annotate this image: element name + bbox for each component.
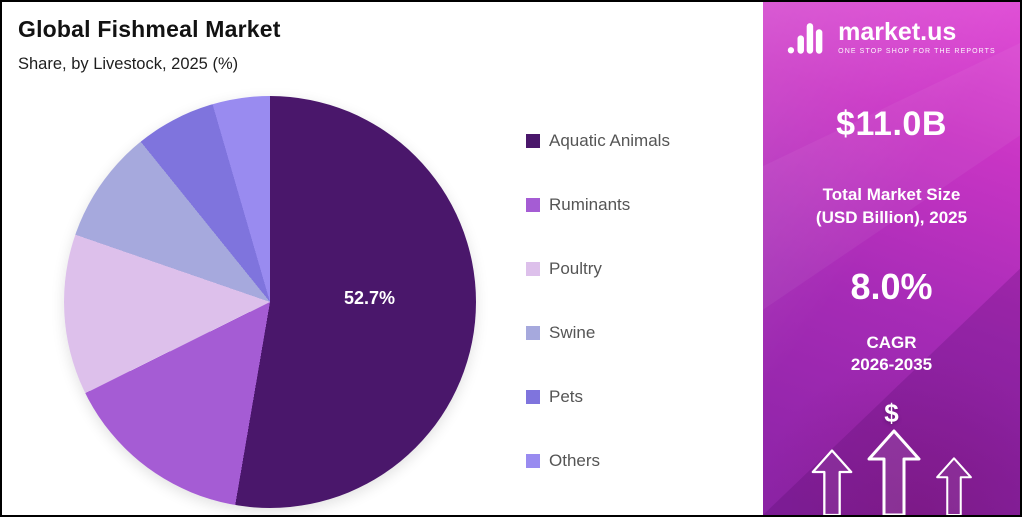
- legend-label: Swine: [549, 323, 596, 342]
- pie-chart: [64, 96, 476, 508]
- legend-label: Poultry: [549, 259, 602, 278]
- legend-item: Aquatic Animals: [526, 131, 670, 151]
- legend-item: Poultry: [526, 259, 670, 279]
- brand-logo: market.us ONE STOP SHOP FOR THE REPORTS: [787, 20, 996, 55]
- cagr-label-line1: CAGR: [866, 332, 917, 352]
- up-arrow-icon: [867, 429, 921, 515]
- pie-slice-label: 52.7%: [344, 288, 396, 308]
- legend-label: Aquatic Animals: [549, 131, 670, 150]
- legend-label: Ruminants: [549, 195, 631, 214]
- market-size-label: Total Market Size (USD Billion), 2025: [816, 184, 967, 230]
- legend-item: Swine: [526, 323, 670, 343]
- marketus-logo-icon: [787, 21, 829, 55]
- legend-item: Pets: [526, 387, 670, 407]
- legend-item: Ruminants: [526, 195, 670, 215]
- legend: Aquatic Animals Ruminants Poultry Swine Pets…: [526, 131, 670, 471]
- legend-swatch: [526, 134, 540, 148]
- chart-subtitle: Share, by Livestock, 2025 (%): [18, 55, 239, 73]
- dollar-symbol: $: [884, 398, 899, 429]
- legend-swatch: [526, 326, 540, 340]
- market-size-label-line2: (USD Billion), 2025: [815, 207, 968, 227]
- legend-swatch: [526, 454, 540, 468]
- chart-area: Global Fishmeal Market Share, by Livesto…: [2, 2, 765, 515]
- cagr-label-line2: 2026-2035: [850, 354, 933, 374]
- side-panel: market.us ONE STOP SHOP FOR THE REPORTS …: [763, 2, 1020, 515]
- up-arrow-icon: [933, 457, 975, 515]
- brand-tagline: ONE STOP SHOP FOR THE REPORTS: [838, 48, 996, 55]
- legend-swatch: [526, 262, 540, 276]
- cagr-value: 8.0%: [850, 265, 933, 307]
- market-size-label-line1: Total Market Size: [822, 185, 961, 204]
- growth-arrows: [809, 429, 975, 515]
- legend-item: Others: [526, 451, 670, 471]
- cagr-label: CAGR 2026-2035: [851, 332, 932, 376]
- legend-label: Others: [549, 451, 601, 470]
- legend-swatch: [526, 390, 540, 404]
- market-size-value: $11.0B: [836, 105, 947, 143]
- legend-label: Pets: [549, 387, 584, 406]
- legend-swatch: [526, 198, 540, 212]
- chart-title: Global Fishmeal Market: [18, 16, 281, 42]
- up-arrow-icon: [809, 449, 855, 515]
- brand-name: market.us: [838, 18, 957, 46]
